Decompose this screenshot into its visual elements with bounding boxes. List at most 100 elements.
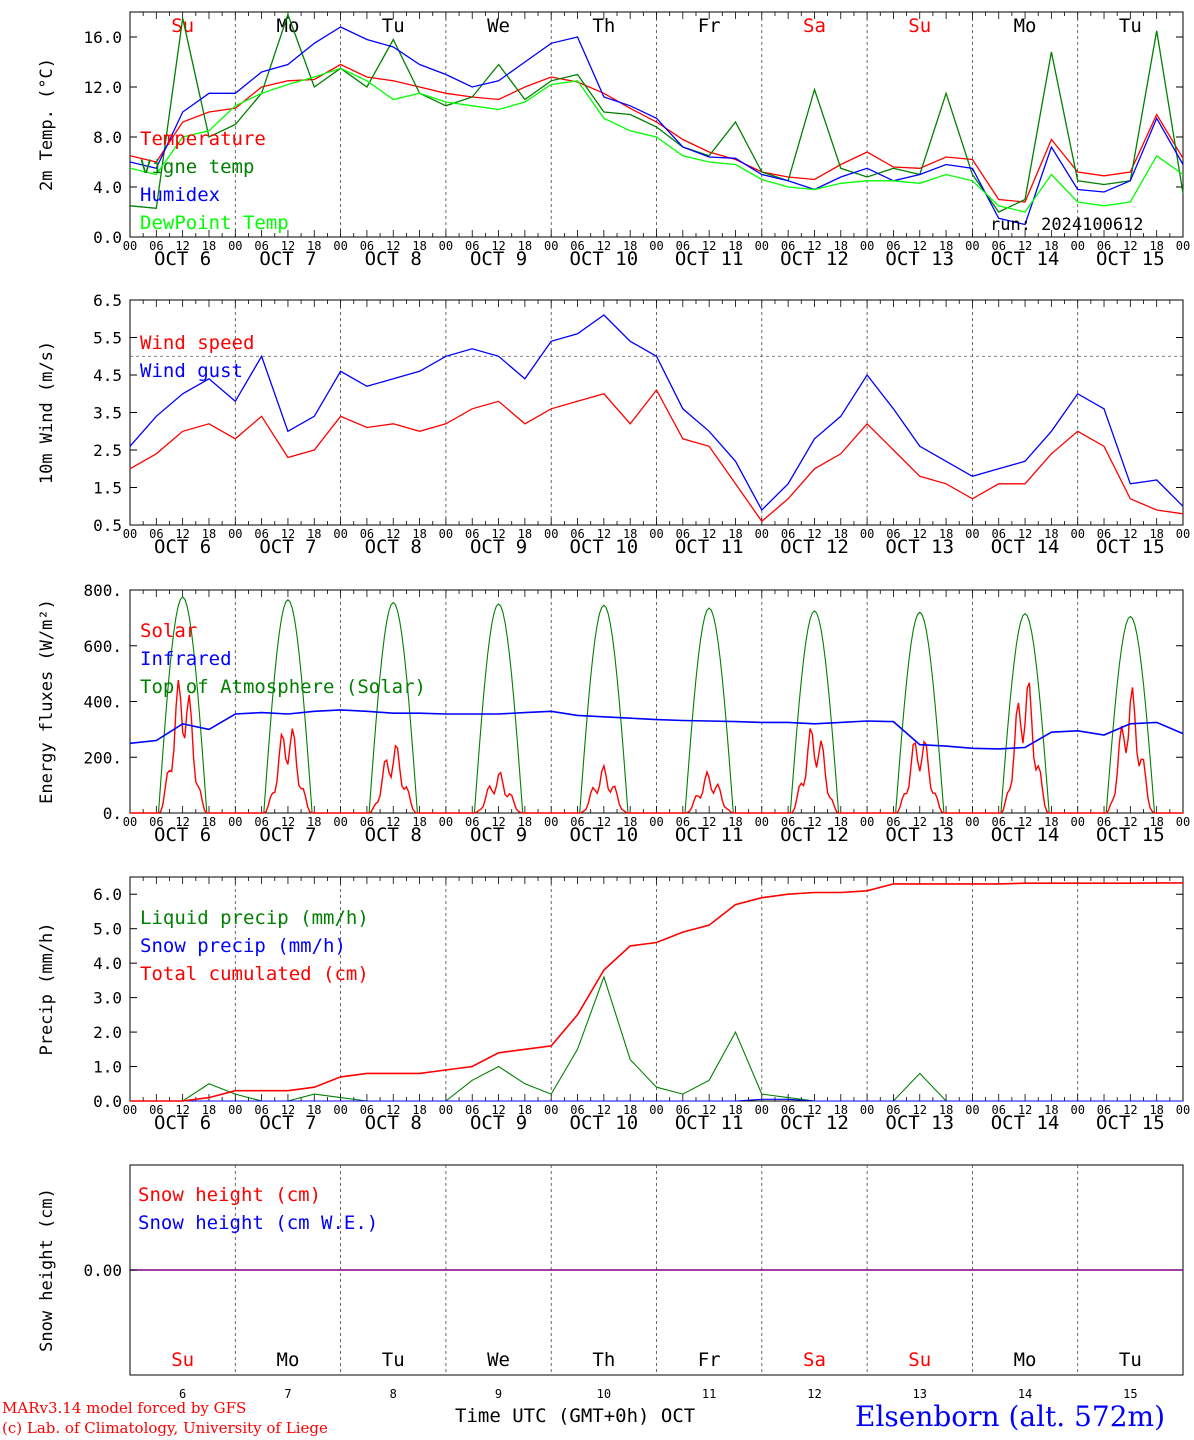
- hour-label: 18: [412, 815, 426, 829]
- hour-label: 06: [676, 1103, 690, 1117]
- hour-label: 06: [676, 815, 690, 829]
- hour-label: 12: [807, 239, 821, 253]
- model-credit: MARv3.14 model forced by GFS: [2, 1399, 247, 1417]
- hour-label: 06: [149, 527, 163, 541]
- hour-label: 06: [149, 1103, 163, 1117]
- date-label: OCT 10: [570, 824, 639, 846]
- hour-label: 18: [728, 815, 742, 829]
- xaxis-title: Time UTC (GMT+0h) OCT: [455, 1405, 695, 1427]
- legend-entry: Temperature: [140, 128, 266, 150]
- hour-label: 06: [1097, 1103, 1111, 1117]
- hour-label: 12: [913, 527, 927, 541]
- hour-label: 00: [1070, 1103, 1084, 1117]
- hour-label: 06: [254, 239, 268, 253]
- hour-label: 00: [649, 527, 663, 541]
- day-number-label: 9: [495, 1387, 502, 1401]
- date-label: OCT 15: [1096, 536, 1165, 558]
- series-line: [129, 26, 1184, 226]
- panel-frame: [129, 11, 1184, 238]
- hour-label: 06: [570, 527, 584, 541]
- hour-label: 06: [465, 239, 479, 253]
- hour-label: 06: [676, 527, 690, 541]
- hour-label: 00: [965, 815, 979, 829]
- weekday-label: Mo: [1014, 15, 1037, 37]
- hour-label: 18: [1044, 1103, 1058, 1117]
- hour-label: 12: [281, 527, 295, 541]
- hour-label: 00: [860, 527, 874, 541]
- y-tick-label: 0.00: [83, 1261, 122, 1280]
- y-tick-label: 1.0: [93, 1058, 122, 1077]
- y-tick-label: 3.5: [93, 404, 122, 423]
- legend-entry: Snow height (cm): [138, 1184, 321, 1206]
- infrared-line: [129, 709, 1184, 750]
- date-label: OCT 6: [154, 824, 211, 846]
- hour-label: 00: [333, 815, 347, 829]
- hour-label: 06: [991, 815, 1005, 829]
- weekday-label: We: [487, 15, 510, 37]
- hour-label: 12: [386, 815, 400, 829]
- date-label: OCT 7: [259, 248, 316, 270]
- hour-label: 12: [702, 815, 716, 829]
- hour-label: 12: [491, 815, 505, 829]
- hour-label: 18: [307, 1103, 321, 1117]
- hour-label: 00: [439, 527, 453, 541]
- hour-label: 06: [1097, 815, 1111, 829]
- y-axis-label: 2m Temp. (°C): [37, 58, 57, 191]
- hour-label: 18: [834, 527, 848, 541]
- hour-label: 00: [1070, 239, 1084, 253]
- hour-label: 00: [860, 1103, 874, 1117]
- hour-label: 12: [597, 1103, 611, 1117]
- hour-label: 06: [149, 815, 163, 829]
- weekday-label: Fr: [698, 15, 721, 37]
- hour-label: 18: [1149, 815, 1163, 829]
- date-label: OCT 8: [365, 248, 422, 270]
- weekday-label: We: [487, 1349, 510, 1371]
- hour-label: 12: [913, 1103, 927, 1117]
- date-label: OCT 9: [470, 1112, 527, 1134]
- hour-label: 00: [649, 815, 663, 829]
- hour-label: 12: [175, 239, 189, 253]
- date-label: OCT 14: [991, 536, 1060, 558]
- date-label: OCT 9: [470, 248, 527, 270]
- day-number-label: 10: [597, 1387, 611, 1401]
- series-line: [130, 1098, 1183, 1102]
- date-label: OCT 13: [885, 1112, 954, 1134]
- hour-label: 00: [228, 1103, 242, 1117]
- legend-entry: Wind gust: [140, 360, 243, 382]
- hour-label: 18: [1044, 527, 1058, 541]
- hour-label: 00: [439, 239, 453, 253]
- hour-label: 18: [834, 1103, 848, 1117]
- hour-label: 00: [544, 527, 558, 541]
- y-axis-label: Precip (mm/h): [37, 922, 57, 1055]
- hour-label: 12: [1018, 815, 1032, 829]
- hour-label: 12: [702, 527, 716, 541]
- weekday-label: Tu: [382, 15, 405, 37]
- legend-entry: Snow height (cm W.E.): [138, 1212, 378, 1234]
- date-label: OCT 7: [259, 536, 316, 558]
- hour-label: 12: [913, 815, 927, 829]
- weekday-label: Tu: [382, 1349, 405, 1371]
- date-label: OCT 12: [780, 248, 849, 270]
- hour-label: 06: [991, 239, 1005, 253]
- day-number-label: 11: [702, 1387, 716, 1401]
- date-label: OCT 6: [154, 1112, 211, 1134]
- hour-label: 12: [281, 815, 295, 829]
- hour-label: 12: [386, 239, 400, 253]
- hour-label: 18: [834, 815, 848, 829]
- hour-label: 06: [781, 527, 795, 541]
- hour-label: 00: [1176, 239, 1190, 253]
- hour-label: 18: [412, 1103, 426, 1117]
- hour-label: 18: [728, 527, 742, 541]
- hour-label: 12: [1123, 815, 1137, 829]
- hour-label: 18: [202, 239, 216, 253]
- y-tick-label: 6.0: [93, 885, 122, 904]
- hour-label: 00: [755, 815, 769, 829]
- date-label: OCT 12: [780, 536, 849, 558]
- y-tick-label: 8.0: [93, 128, 122, 147]
- hour-label: 06: [1097, 239, 1111, 253]
- hour-label: 18: [834, 239, 848, 253]
- y-tick-label: 2.0: [93, 1023, 122, 1042]
- hour-label: 18: [1149, 239, 1163, 253]
- hour-label: 00: [228, 239, 242, 253]
- hour-label: 18: [939, 815, 953, 829]
